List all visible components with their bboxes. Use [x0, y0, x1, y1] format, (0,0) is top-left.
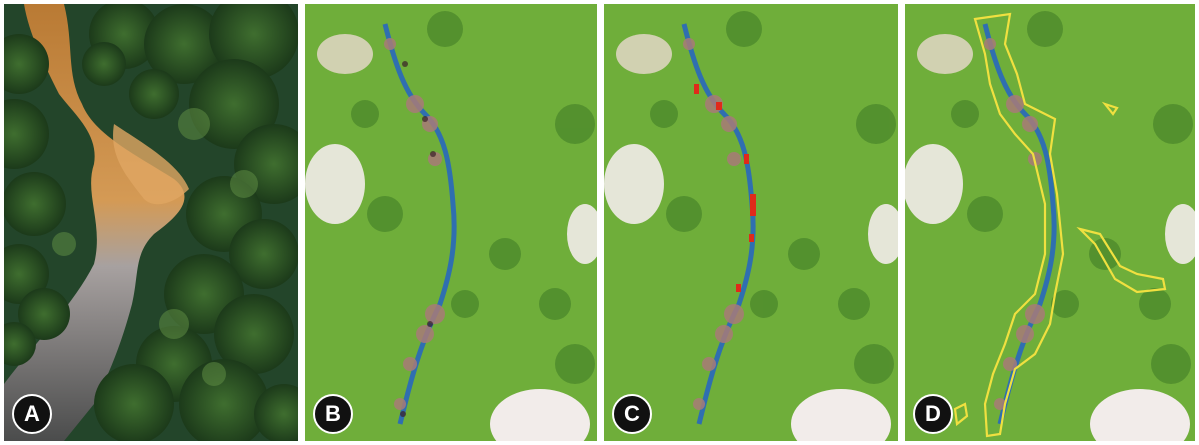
satellite-image-d: [905, 4, 1195, 441]
panel-c: C: [604, 4, 898, 441]
panel-label-b: B: [313, 394, 353, 434]
cloud: [305, 144, 365, 224]
outline-river: [973, 12, 1065, 438]
panel-d: D: [905, 4, 1195, 441]
panel-label-d: D: [913, 394, 953, 434]
panel-b: B: [305, 4, 597, 441]
outline-small: [1101, 101, 1119, 116]
panel-label-a: A: [12, 394, 52, 434]
outline-polygons: [953, 12, 1167, 438]
satellite-image-b: [305, 4, 597, 441]
panel-a: A: [4, 4, 298, 441]
detection-marks: [694, 84, 756, 292]
aerial-river-photo: [4, 4, 298, 441]
satellite-image-c: [604, 4, 898, 441]
outline-small: [953, 402, 969, 427]
cloud: [490, 389, 590, 441]
outline-branch: [1076, 226, 1167, 294]
panel-label-c: C: [612, 394, 652, 434]
